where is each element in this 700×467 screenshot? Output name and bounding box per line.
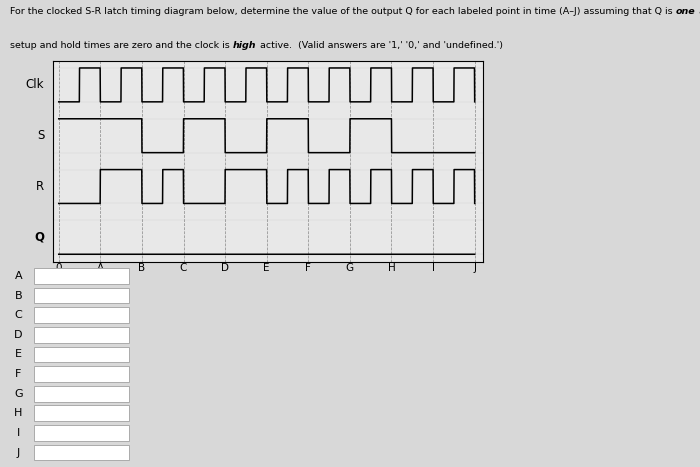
Text: setup and hold times are zero and the clock is: setup and hold times are zero and the cl… [10, 41, 233, 50]
Text: B: B [15, 290, 22, 301]
Bar [34, 347, 130, 362]
Bar [34, 386, 130, 402]
Text: R: R [36, 180, 44, 193]
Text: G: G [14, 389, 23, 399]
Bar [34, 288, 130, 304]
Text: F: F [15, 369, 22, 379]
Text: E: E [15, 349, 22, 360]
Text: A: A [15, 271, 22, 281]
Text: Clk: Clk [26, 78, 44, 92]
Text: active.  (Valid answers are '1,' '0,' and 'undefined.'): active. (Valid answers are '1,' '0,' and… [257, 41, 503, 50]
Bar [34, 307, 130, 323]
Bar [34, 405, 130, 421]
Text: one: one [676, 7, 696, 16]
Text: at time 0 and all: at time 0 and all [696, 7, 700, 16]
Bar [34, 268, 130, 284]
Text: high: high [233, 41, 257, 50]
Bar [34, 445, 130, 460]
Text: C: C [15, 310, 22, 320]
Bar [34, 327, 130, 343]
Text: D: D [14, 330, 22, 340]
Text: J: J [17, 447, 20, 458]
Text: I: I [17, 428, 20, 438]
Bar [34, 366, 130, 382]
Text: H: H [14, 408, 22, 418]
Bar [34, 425, 130, 441]
Text: Q: Q [34, 231, 44, 244]
Text: For the clocked S-R latch timing diagram below, determine the value of the outpu: For the clocked S-R latch timing diagram… [10, 7, 676, 16]
Text: S: S [37, 129, 44, 142]
